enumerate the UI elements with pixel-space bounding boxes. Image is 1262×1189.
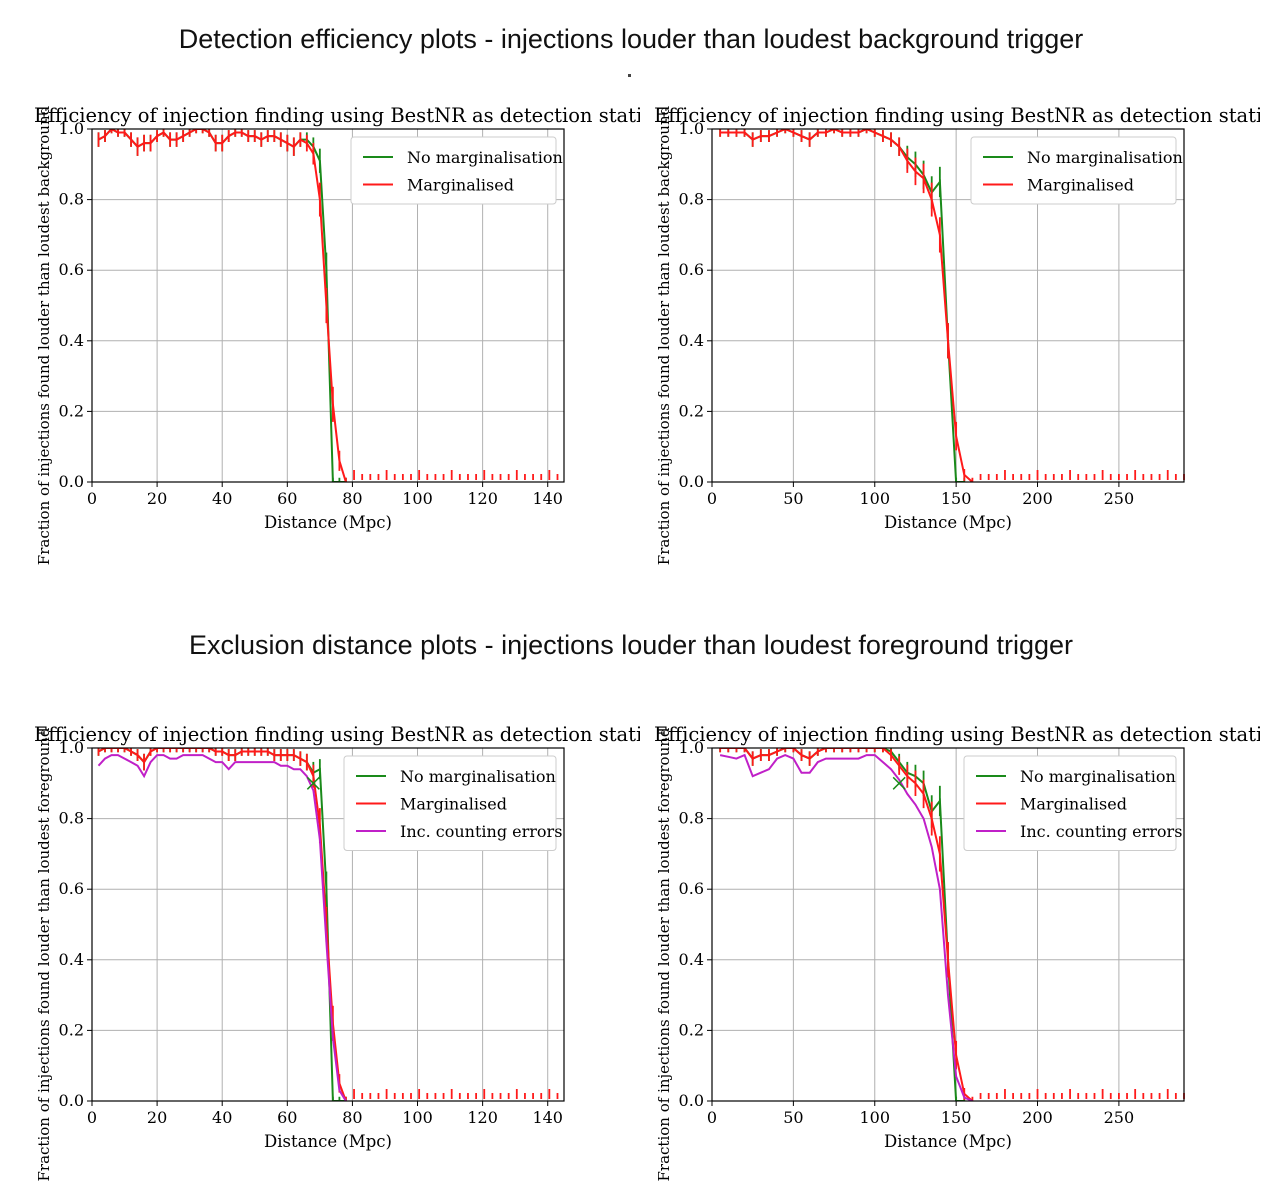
series-group (720, 748, 964, 1101)
x-axis-label: Distance (Mpc) (884, 1132, 1012, 1151)
chart-title: Efficiency of injection finding using Be… (654, 104, 1260, 127)
detection-efficiency-heading: Detection efficiency plots - injections … (0, 24, 1262, 55)
y-tick-label: 0.2 (59, 1020, 84, 1039)
x-tick-label: 100 (402, 1108, 433, 1127)
x-axis-label: Distance (Mpc) (264, 1132, 392, 1151)
y-tick-label: 0.0 (59, 1091, 84, 1110)
series-group (720, 129, 964, 482)
x-tick-label: 100 (859, 1108, 890, 1127)
upper-limit-marks (981, 1089, 1184, 1099)
x-tick-label: 200 (1022, 489, 1053, 508)
x-tick-label: 150 (941, 489, 972, 508)
legend-label: Marginalised (400, 795, 507, 814)
legend: No marginalisation Marginalised Inc. count… (964, 756, 1182, 851)
x-tick-label: 50 (783, 1108, 803, 1127)
x-tick-label: 250 (1104, 489, 1135, 508)
stray-dot (628, 74, 631, 77)
x-tick-label: 40 (212, 489, 232, 508)
series-group (720, 748, 972, 1101)
x-tick-label: 80 (342, 1108, 362, 1127)
y-tick-label: 0.0 (59, 472, 84, 491)
x-tick-label: 0 (707, 489, 717, 508)
y-tick-label: 0.4 (679, 331, 704, 350)
y-axis-label: Fraction of injections found louder than… (655, 105, 673, 565)
x-tick-label: 100 (402, 489, 433, 508)
chart-title: Efficiency of injection finding using Be… (654, 723, 1260, 746)
x-tick-label: 20 (147, 1108, 167, 1127)
x-tick-label: 0 (707, 1108, 717, 1127)
y-tick-label: 0.6 (59, 260, 84, 279)
y-tick-label: 0.8 (679, 190, 704, 209)
x-tick-label: 80 (342, 489, 362, 508)
upper-limit-marks (981, 470, 1184, 480)
x-tick-label: 40 (212, 1108, 232, 1127)
x-tick-label: 20 (147, 489, 167, 508)
legend-label: No marginalisation (1027, 148, 1183, 167)
chart-title: Efficiency of injection finding using Be… (34, 723, 640, 746)
legend-label: No marginalisation (1020, 767, 1176, 786)
x-tick-label: 200 (1022, 1108, 1053, 1127)
y-tick-label: 0.8 (59, 809, 84, 828)
exclusion-distance-heading: Exclusion distance plots - injections lo… (0, 630, 1262, 661)
legend: No marginalisation Marginalised Inc. count… (344, 756, 562, 851)
y-axis-label: Fraction of injections found louder than… (655, 727, 673, 1181)
x-tick-label: 140 (532, 1108, 563, 1127)
upper-limit-marks (354, 1089, 557, 1099)
y-tick-label: 0.4 (59, 331, 84, 350)
y-tick-label: 0.8 (59, 190, 84, 209)
y-tick-label: 0.6 (679, 879, 704, 898)
legend-label: Inc. counting errors (400, 822, 562, 841)
y-tick-label: 0.2 (59, 401, 84, 420)
legend: No marginalisation Marginalised (351, 137, 563, 204)
chart-title: Efficiency of injection finding using Be… (34, 104, 640, 127)
x-tick-label: 0 (87, 1108, 97, 1127)
series-line (720, 748, 964, 1101)
y-axis-label: Fraction of injections found louder than… (35, 105, 53, 565)
series-line (720, 129, 964, 482)
y-tick-label: 0.4 (679, 950, 704, 969)
y-axis-label: Fraction of injections found louder than… (35, 727, 53, 1181)
legend-label: Marginalised (407, 176, 514, 195)
x-tick-label: 100 (859, 489, 890, 508)
y-tick-label: 0.4 (59, 950, 84, 969)
x-tick-label: 50 (783, 489, 803, 508)
series-line (720, 748, 972, 1101)
y-tick-label: 0.6 (679, 260, 704, 279)
series-line (720, 129, 972, 482)
x-tick-label: 150 (941, 1108, 972, 1127)
legend-label: Marginalised (1020, 795, 1127, 814)
y-tick-label: 0.6 (59, 879, 84, 898)
y-tick-label: 0.0 (679, 472, 704, 491)
legend-label: No marginalisation (400, 767, 556, 786)
x-tick-label: 0 (87, 489, 97, 508)
legend-label: No marginalisation (407, 148, 563, 167)
x-tick-label: 120 (467, 1108, 498, 1127)
x-tick-label: 60 (277, 489, 297, 508)
x-tick-label: 120 (467, 489, 498, 508)
x-axis-label: Distance (Mpc) (264, 513, 392, 532)
upper-limit-marks (354, 470, 557, 480)
y-tick-label: 0.2 (679, 401, 704, 420)
x-tick-label: 60 (277, 1108, 297, 1127)
y-tick-label: 0.0 (679, 1091, 704, 1110)
legend: No marginalisation Marginalised (971, 137, 1183, 204)
x-tick-label: 140 (532, 489, 563, 508)
x-axis-label: Distance (Mpc) (884, 513, 1012, 532)
x-tick-label: 250 (1104, 1108, 1135, 1127)
legend-label: Inc. counting errors (1020, 822, 1182, 841)
y-tick-label: 0.2 (679, 1020, 704, 1039)
legend-label: Marginalised (1027, 176, 1134, 195)
series-group (720, 129, 972, 482)
y-tick-label: 0.8 (679, 809, 704, 828)
